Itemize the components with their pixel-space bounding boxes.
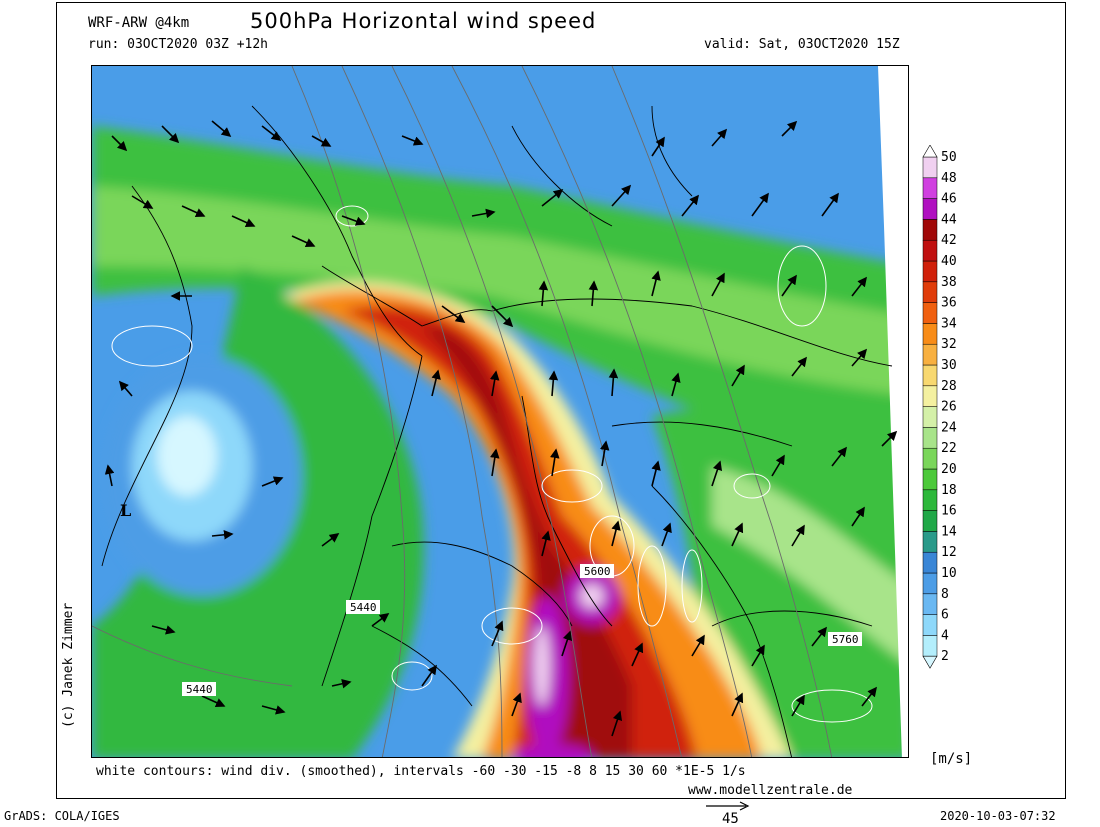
colorbar-bottom-cap — [922, 655, 938, 669]
colorbar-svg: 2468101214161820222426283032343638404244… — [922, 144, 957, 669]
plot-frame — [56, 2, 1066, 799]
colorbar-tick-label: 48 — [941, 171, 957, 186]
colorbar-tick-label: 12 — [941, 545, 957, 560]
height-label-5760: 5760 — [832, 633, 859, 646]
colorbar-tick-label: 30 — [941, 358, 957, 373]
colorbar-tick-label: 4 — [941, 628, 949, 643]
model-label: WRF-ARW @4km — [88, 15, 190, 31]
colorbar-band — [922, 593, 938, 615]
colorbar-band — [922, 447, 938, 470]
colorbar-band — [922, 219, 938, 241]
reference-vector-value: 45 — [722, 811, 739, 827]
wind-speed-field — [92, 126, 908, 757]
contours-note: white contours: wind div. (smoothed), in… — [96, 764, 746, 779]
colorbar-tick-label: 44 — [941, 212, 957, 227]
colorbar-band — [922, 427, 938, 449]
valid-label: valid: Sat, 03OCT2020 15Z — [704, 37, 900, 52]
colorbar-tick-label: 2 — [941, 649, 949, 664]
colorbar-band — [922, 260, 938, 283]
colorbar-top-cap — [922, 144, 938, 158]
colorbar: 2 4 6 8 10 12 14 16 18 20 22 24 26 28 30 32 34 36 38 40 42 44… — [921, 144, 981, 679]
wind-speed-map[interactable]: L 5600 5440 5760 5440 — [91, 65, 909, 758]
colorbar-band — [922, 510, 938, 532]
colorbar-band — [922, 323, 938, 345]
height-label-5440-west: 5440 — [186, 683, 213, 696]
colorbar-band — [922, 302, 938, 324]
colorbar-tick-label: 40 — [941, 254, 957, 269]
height-contours — [92, 66, 833, 757]
colorbar-band — [922, 572, 938, 595]
colorbar-band — [922, 406, 938, 428]
colorbar-band — [922, 364, 938, 387]
colorbar-tick-label: 8 — [941, 587, 949, 602]
colorbar-tick-label: 14 — [941, 524, 957, 539]
colorbar-band — [922, 551, 938, 574]
render-timestamp: 2020-10-03-07:32 — [940, 809, 1056, 823]
reference-vector-arrow — [706, 801, 750, 811]
colorbar-tick-label: 46 — [941, 192, 957, 207]
colorbar-tick-label: 20 — [941, 462, 957, 477]
colorbar-tick-label: 28 — [941, 379, 957, 394]
website-link[interactable]: www.modellzentrale.de — [688, 783, 853, 798]
low-pressure-marker: L — [120, 501, 131, 520]
colorbar-band — [922, 177, 938, 199]
run-label: run: 03OCT2020 03Z +12h — [88, 37, 269, 52]
colorbar-band — [922, 635, 938, 657]
colorbar-band — [922, 156, 938, 179]
colorbar-tick-label: 22 — [941, 441, 957, 456]
colorbar-tick-label: 6 — [941, 608, 949, 623]
colorbar-tick-label: 16 — [941, 504, 957, 519]
colorbar-unit: [m/s] — [930, 751, 973, 767]
colorbar-band — [922, 281, 938, 303]
wind-vectors — [104, 120, 898, 737]
colorbar-tick-label: 38 — [941, 275, 957, 290]
colorbar-tick-label: 42 — [941, 233, 957, 248]
colorbar-band — [922, 343, 938, 366]
grads-credit: GrADS: COLA/IGES — [4, 809, 120, 823]
colorbar-band — [922, 489, 938, 511]
colorbar-tick-label: 32 — [941, 337, 957, 352]
wind-map-svg: L 5600 5440 5760 5440 — [92, 66, 908, 757]
colorbar-band — [922, 468, 938, 491]
colorbar-tick-label: 24 — [941, 420, 957, 435]
height-label-5600: 5600 — [584, 565, 611, 578]
colorbar-tick-label: 36 — [941, 296, 957, 311]
colorbar-tick-label: 18 — [941, 483, 957, 498]
colorbar-band — [922, 614, 938, 636]
colorbar-tick-label: 34 — [941, 316, 957, 331]
colorbar-band — [922, 531, 938, 553]
colorbar-tick-label: 26 — [941, 400, 957, 415]
colorbar-band — [922, 198, 938, 220]
colorbar-band — [922, 385, 938, 407]
colorbar-tick-label: 10 — [941, 566, 957, 581]
plot-title: 500hPa Horizontal wind speed — [250, 9, 597, 33]
colorbar-band — [922, 239, 938, 262]
height-label-5440-center: 5440 — [350, 601, 377, 614]
copyright-label: (c) Janek Zimmer — [61, 602, 76, 728]
colorbar-tick-label: 50 — [941, 150, 957, 165]
